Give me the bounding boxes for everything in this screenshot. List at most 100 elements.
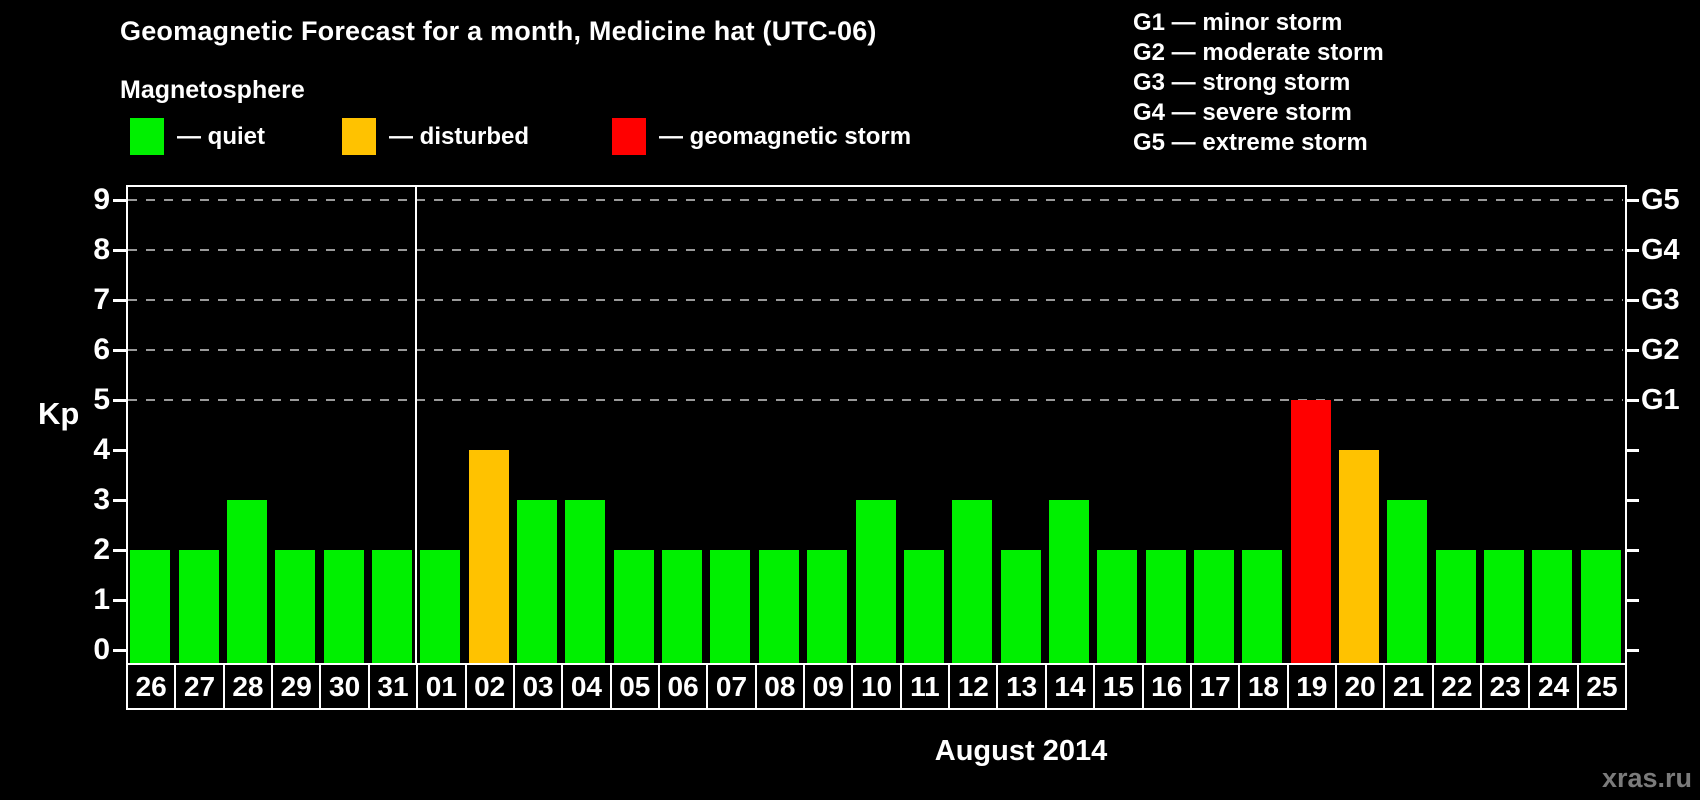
kp-bar	[275, 550, 316, 663]
g-level-label-g2: G2	[1641, 334, 1680, 366]
gridline-kp-7	[128, 299, 1623, 301]
y-axis-tick	[113, 599, 126, 602]
kp-bar	[613, 550, 654, 663]
right-axis-tick	[1625, 349, 1639, 352]
kp-bar	[1580, 550, 1621, 663]
y-axis-tick	[113, 349, 126, 352]
day-label: 01	[416, 663, 467, 710]
day-label: 06	[657, 663, 709, 710]
g-scale-legend-line-4: G4 — severe storm	[1133, 99, 1352, 126]
y-tick-label: 9	[93, 183, 110, 216]
day-label: 16	[1141, 663, 1192, 710]
g-level-label-g3: G3	[1641, 284, 1680, 316]
kp-bar	[1048, 500, 1089, 663]
kp-bar	[1290, 400, 1331, 663]
plot-top-border	[126, 185, 1627, 187]
day-label: 02	[464, 663, 515, 710]
y-tick-label: 5	[93, 383, 110, 416]
day-label: 29	[271, 663, 322, 710]
g-level-label-g5: G5	[1641, 184, 1680, 216]
g-scale-legend-line-3: G3 — strong storm	[1133, 69, 1351, 96]
day-label: 24	[1528, 663, 1579, 710]
y-axis-tick	[113, 199, 126, 202]
right-axis-tick	[1625, 299, 1639, 302]
g-scale-legend: G1 — minor storm G2 — moderate storm G3 — …	[1133, 8, 1384, 158]
kp-bar	[1145, 550, 1186, 663]
y-tick-label: 4	[93, 433, 110, 466]
day-label: 18	[1238, 663, 1289, 710]
kp-bar	[710, 550, 751, 663]
plot-area	[126, 185, 1625, 663]
y-axis-tick	[113, 649, 126, 652]
kp-bar	[758, 550, 799, 663]
kp-bar	[807, 550, 848, 663]
legend-swatch-quiet	[130, 118, 164, 155]
day-label: 15	[1093, 663, 1144, 710]
kp-bar	[323, 550, 364, 663]
day-label: 12	[948, 663, 999, 710]
y-tick-label: 1	[93, 583, 110, 616]
day-label: 30	[319, 663, 370, 710]
kp-bar	[371, 550, 412, 663]
g-scale-legend-line-2: G2 — moderate storm	[1133, 39, 1384, 66]
kp-bar	[1387, 500, 1428, 663]
day-label: 10	[851, 663, 902, 710]
month-divider-line	[415, 187, 418, 663]
g-scale-legend-line-1: G1 — minor storm	[1133, 9, 1343, 36]
legend-item-disturbed: — disturbed	[342, 118, 529, 155]
legend-item-quiet: — quiet	[130, 118, 265, 155]
kp-bar	[1242, 550, 1283, 663]
kp-bar	[420, 550, 461, 663]
right-axis-tick	[1625, 399, 1639, 402]
y-axis-tick	[113, 499, 126, 502]
x-axis-day-row: 26 27 28 29 30 31 01 02 03 04 05 06 07 08 09 10 11 12 13 14…	[126, 663, 1628, 710]
kp-bar	[468, 450, 509, 663]
day-label: 23	[1480, 663, 1531, 710]
g-scale-legend-line-5: G5 — extreme storm	[1133, 129, 1368, 156]
y-axis-tick	[113, 249, 126, 252]
day-label: 13	[996, 663, 1047, 710]
day-label: 09	[803, 663, 854, 710]
y-axis-tick	[113, 399, 126, 402]
y-axis-right	[1625, 185, 1627, 663]
legend-label-disturbed: — disturbed	[389, 122, 530, 150]
day-label: 08	[754, 663, 806, 710]
kp-bar	[855, 500, 896, 663]
magnetosphere-legend-title: Magnetosphere	[120, 76, 305, 104]
legend-label-quiet: — quiet	[177, 122, 265, 150]
day-label: 31	[367, 663, 419, 710]
x-axis-month-label: August 2014	[934, 735, 1108, 767]
kp-bar	[130, 550, 171, 663]
day-label: 27	[174, 663, 225, 710]
kp-bar	[178, 550, 219, 663]
kp-bar	[903, 550, 944, 663]
gridline-kp-5	[128, 399, 1623, 401]
y-tick-label: 3	[93, 483, 110, 516]
day-label: 28	[222, 663, 274, 710]
kp-bar	[952, 500, 993, 663]
legend-swatch-disturbed	[342, 118, 376, 155]
watermark: xras.ru	[1601, 763, 1692, 793]
day-label: 04	[561, 663, 612, 710]
day-label: 19	[1286, 663, 1337, 710]
day-label: 26	[126, 663, 177, 710]
day-label: 20	[1334, 663, 1386, 710]
kp-bar	[1097, 550, 1138, 663]
day-label: 25	[1576, 663, 1628, 710]
kp-bar	[1193, 550, 1234, 663]
day-label: 05	[609, 663, 660, 710]
kp-bar	[1484, 550, 1525, 663]
y-axis-tick	[113, 549, 126, 552]
day-label: 22	[1431, 663, 1483, 710]
kp-bar	[1435, 550, 1476, 663]
day-label: 03	[512, 663, 564, 710]
y-axis-tick	[113, 449, 126, 452]
day-label: 11	[899, 663, 951, 710]
right-axis-tick	[1625, 499, 1639, 502]
g-level-label-g4: G4	[1641, 234, 1680, 266]
gridline-kp-9	[128, 199, 1623, 201]
kp-bar	[1339, 450, 1380, 663]
chart-title: Geomagnetic Forecast for a month, Medici…	[120, 16, 877, 46]
legend-item-storm: — geomagnetic storm	[612, 118, 911, 155]
